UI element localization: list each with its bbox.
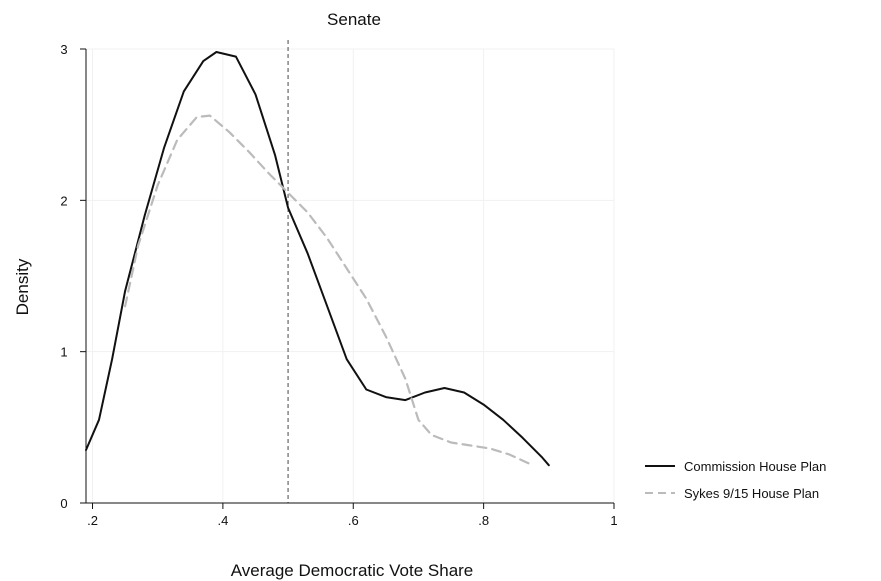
x-tick-label: .6 — [348, 513, 359, 528]
series-line-sykes — [124, 114, 531, 465]
x-axis-label: Average Democratic Vote Share — [231, 561, 474, 580]
x-tick-label: .2 — [87, 513, 98, 528]
y-tick-label: 0 — [60, 496, 67, 511]
x-tick-label: 1 — [610, 513, 617, 528]
legend: Commission House Plan Sykes 9/15 House Pl… — [645, 459, 826, 501]
axes: .2 .4 .6 .8 1 0 1 2 3 — [60, 42, 617, 528]
series-lines — [85, 51, 550, 467]
series-line-commission — [85, 51, 550, 467]
y-tick-label: 2 — [60, 193, 67, 208]
y-tick-label: 3 — [60, 42, 67, 57]
y-axis-label: Density — [13, 258, 32, 315]
x-tick-label: .4 — [217, 513, 228, 528]
legend-label-commission: Commission House Plan — [684, 459, 826, 474]
x-tick-label: .8 — [478, 513, 489, 528]
chart-title: Senate — [327, 10, 381, 29]
legend-label-sykes: Sykes 9/15 House Plan — [684, 486, 819, 501]
y-tick-label: 1 — [60, 345, 67, 360]
grid-lines — [86, 48, 615, 504]
